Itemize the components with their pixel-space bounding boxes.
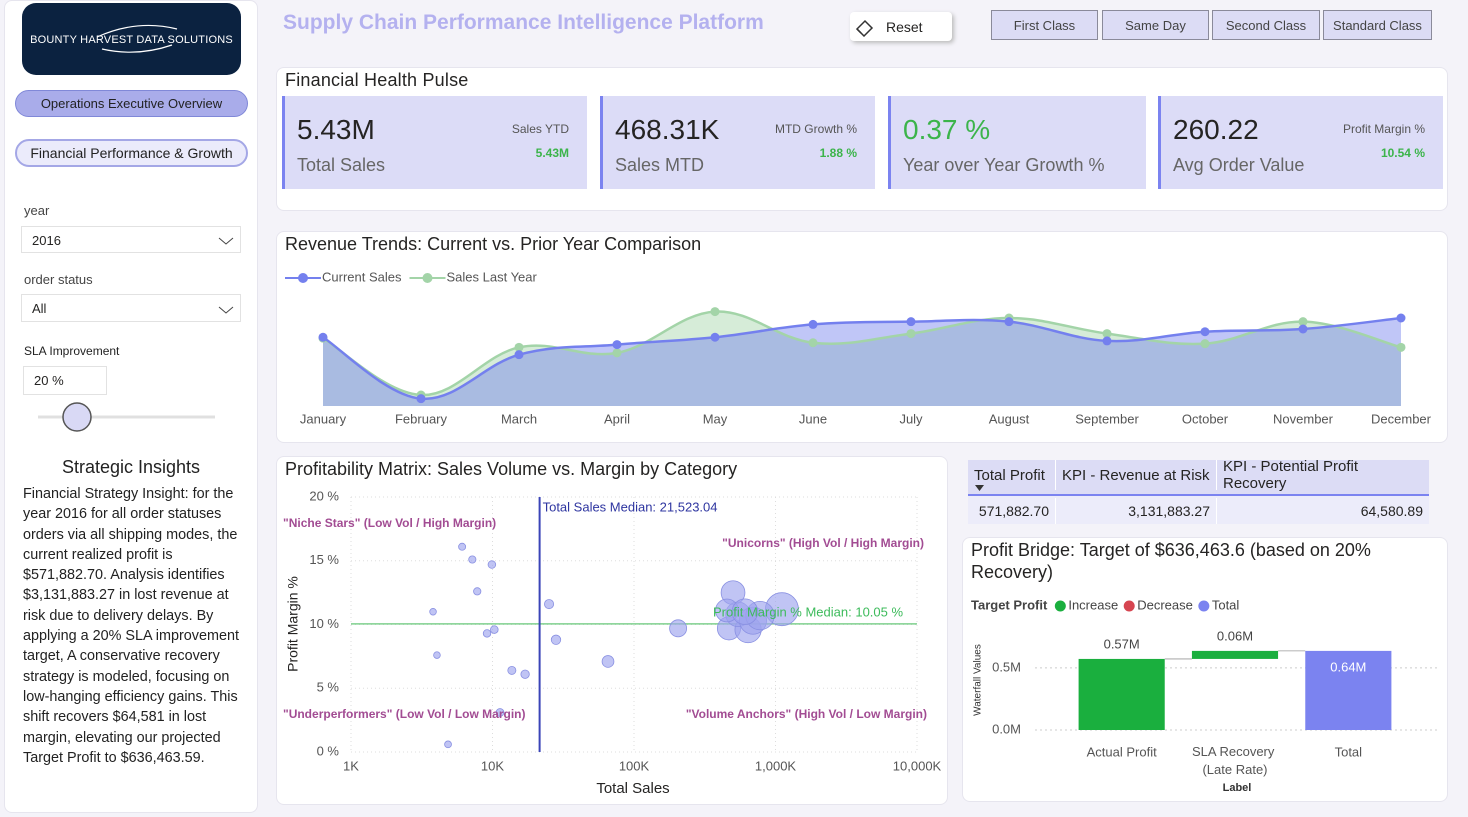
filter-label: year [24,203,50,218]
line-panel [276,231,1448,443]
nav-button[interactable]: Operations Executive Overview [15,90,248,117]
sort-arrow [975,485,984,491]
kpi-value: 5.43M [297,114,375,145]
kpi-sub-value: 1.88 % [819,146,857,160]
scatter-panel [276,456,948,805]
nav-button[interactable]: Financial Performance & Growth [15,139,248,167]
slider[interactable] [30,400,225,436]
kpi-label: Total Sales [297,155,386,175]
page-title: Supply Chain Performance Intelligence Pl… [283,11,764,34]
table-cell: 3,131,883.27 [1055,498,1216,524]
kpi-value: 260.22 [1173,114,1259,145]
kpi-label: Year over Year Growth % [903,155,1105,175]
ship-mode-button[interactable]: Second Class [1212,10,1320,40]
kpi-sub-value: 5.43M [535,146,569,160]
filter-label: order status [24,272,93,287]
dropdown[interactable]: All [21,294,241,322]
ship-mode-button[interactable]: Standard Class [1323,10,1432,40]
sidebar [4,0,258,813]
panel-title: Financial Health Pulse [285,70,469,90]
kpi-card: 5.43M Total Sales Sales YTD 5.43M [282,96,587,189]
kpi-sub-label: Profit Margin % [1342,122,1425,136]
dropdown[interactable]: 2016 [21,226,241,253]
kpi-label: Avg Order Value [1173,155,1305,175]
chevron [218,237,234,245]
logo-swoosh [96,24,178,53]
slider-label: SLA Improvement [24,344,120,358]
dropdown-value: All [32,301,47,316]
kpi-card: 260.22 Avg Order Value Profit Margin % 10.… [1158,96,1443,189]
table-header-cell[interactable]: KPI - Revenue at Risk [1055,460,1216,490]
logo-text: BOUNTY HARVEST DATA SOLUTIONS [30,34,233,46]
slider-input[interactable]: 20 % [23,366,107,395]
ship-mode-button[interactable]: First Class [991,10,1098,40]
logo: BOUNTY HARVEST DATA SOLUTIONS [22,3,241,75]
insights-text: Financial Strategy Insight: for the year… [23,486,239,766]
kpi-sub-value: 10.54 % [1380,146,1425,160]
insights-title: Strategic Insights [61,457,201,477]
kpi-table: Total Profit KPI - Revenue at Risk KPI -… [968,458,1429,524]
dropdown-value: 2016 [32,233,61,248]
table-header-cell[interactable]: Total Profit [974,466,1045,484]
kpi-value: 468.31K [615,114,720,145]
kpi-label: Sales MTD [615,155,705,175]
eraser-icon [855,19,874,37]
table-cell: 64,580.89 [1216,498,1429,524]
table-cell: 571,882.70 [978,503,1049,519]
waterfall-panel [962,537,1448,802]
reset-label: Reset [886,18,923,35]
chevron [218,306,234,314]
kpi-value: 0.37 % [903,114,991,145]
kpi-sub-label: MTD Growth % [774,122,857,136]
kpi-sub-label: Sales YTD [511,122,569,136]
kpi-card: 468.31K Sales MTD MTD Growth % 1.88 % [600,96,875,189]
ship-mode-button[interactable]: Same Day [1102,10,1209,40]
table-header-cell[interactable]: KPI - Potential Profit Recovery [1216,458,1429,492]
reset-button[interactable]: Reset [850,12,952,41]
table-header [968,460,1429,496]
kpi-card: 0.37 % Year over Year Growth % [888,96,1146,189]
